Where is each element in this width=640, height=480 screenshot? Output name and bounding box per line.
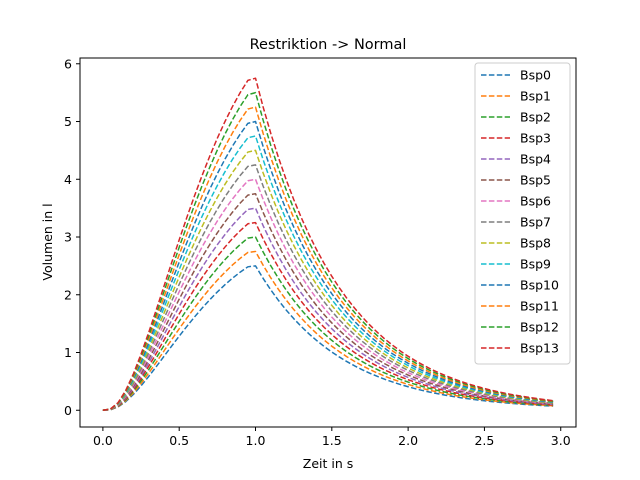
- axes-frame: [79, 57, 577, 428]
- y-tick-label: 1: [64, 345, 72, 360]
- legend-label-bsp1: Bsp1: [520, 89, 551, 104]
- series-line-bsp3: [102, 221, 554, 411]
- series-line-bsp11: [102, 106, 554, 411]
- series-line-bsp6: [102, 178, 554, 411]
- series-line-bsp8: [102, 149, 554, 411]
- legend-label-bsp6: Bsp6: [520, 194, 551, 209]
- series-line-bsp0: [102, 265, 554, 411]
- legend-label-bsp13: Bsp13: [520, 341, 559, 356]
- legend-label-bsp4: Bsp4: [520, 152, 551, 167]
- series-line-bsp1: [102, 250, 554, 411]
- x-tick-label: 3.0: [551, 433, 571, 448]
- y-tick-label: 2: [64, 287, 72, 302]
- legend-label-bsp8: Bsp8: [520, 236, 551, 251]
- series-line-bsp10: [102, 120, 554, 411]
- y-axis-label: Volumen in l: [40, 203, 55, 280]
- legend-label-bsp3: Bsp3: [520, 131, 551, 146]
- y-tick-label: 0: [64, 403, 72, 418]
- x-tick-label: 1.5: [322, 433, 342, 448]
- legend-label-bsp10: Bsp10: [520, 278, 559, 293]
- series-line-bsp7: [102, 164, 554, 411]
- x-tick-label: 0.0: [93, 433, 113, 448]
- x-axis-label: Zeit in s: [303, 456, 353, 471]
- y-axis-ticks: 0 1 2 3 4 5 6: [64, 56, 80, 418]
- legend-label-bsp9: Bsp9: [520, 257, 551, 272]
- x-tick-label: 2.0: [398, 433, 418, 448]
- legend-label-bsp11: Bsp11: [520, 299, 559, 314]
- x-tick-label: 1.0: [246, 433, 266, 448]
- legend: Bsp0 Bsp1 Bsp2 Bsp3 Bsp4 Bsp5 Bsp6 Bsp7 Bsp8 Bsp9…: [474, 62, 571, 365]
- y-tick-label: 4: [64, 172, 72, 187]
- y-tick-label: 3: [64, 230, 72, 245]
- series-line-bsp12: [102, 91, 554, 411]
- x-tick-label: 2.5: [474, 433, 494, 448]
- x-tick-label: 0.5: [169, 433, 189, 448]
- x-axis-ticks: 0.0 0.5 1.0 1.5 2.0 2.5 3.0: [93, 427, 571, 448]
- chart-title: Restriktion -> Normal: [250, 37, 407, 53]
- series-line-bsp5: [102, 192, 554, 411]
- legend-label-bsp0: Bsp0: [520, 68, 551, 83]
- series-line-bsp13: [102, 77, 554, 411]
- y-tick-label: 6: [64, 56, 72, 71]
- series-line-bsp2: [102, 236, 554, 411]
- series-line-bsp4: [102, 207, 554, 411]
- legend-label-bsp7: Bsp7: [520, 215, 551, 230]
- plot-lines: [102, 77, 554, 411]
- legend-label-bsp5: Bsp5: [520, 173, 551, 188]
- series-line-bsp9: [102, 135, 554, 411]
- legend-label-bsp2: Bsp2: [520, 110, 551, 125]
- legend-label-bsp12: Bsp12: [520, 320, 559, 335]
- y-tick-label: 5: [64, 114, 72, 129]
